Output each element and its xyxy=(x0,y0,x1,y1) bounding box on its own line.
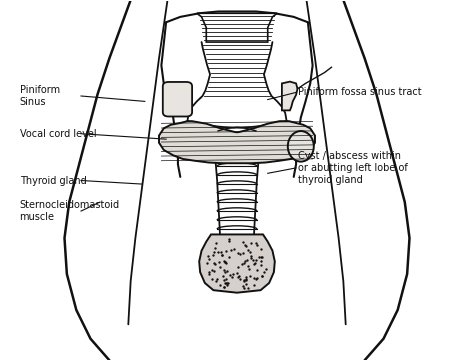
FancyBboxPatch shape xyxy=(163,82,192,117)
Text: Cyst / abscess within
or abutting left lobe of
thyroid gland: Cyst / abscess within or abutting left l… xyxy=(299,151,408,185)
Text: Vocal cord level: Vocal cord level xyxy=(19,129,96,139)
Polygon shape xyxy=(197,13,277,42)
Text: Thyroid gland: Thyroid gland xyxy=(19,175,86,186)
Polygon shape xyxy=(201,42,273,98)
Polygon shape xyxy=(159,121,315,163)
Text: Piniform fossa sinus tract: Piniform fossa sinus tract xyxy=(299,87,422,97)
Polygon shape xyxy=(282,82,298,110)
Text: Sternocleidomastoid
muscle: Sternocleidomastoid muscle xyxy=(19,200,120,222)
Text: Piniform
Sinus: Piniform Sinus xyxy=(19,85,60,107)
Polygon shape xyxy=(199,234,275,293)
Ellipse shape xyxy=(288,131,314,162)
